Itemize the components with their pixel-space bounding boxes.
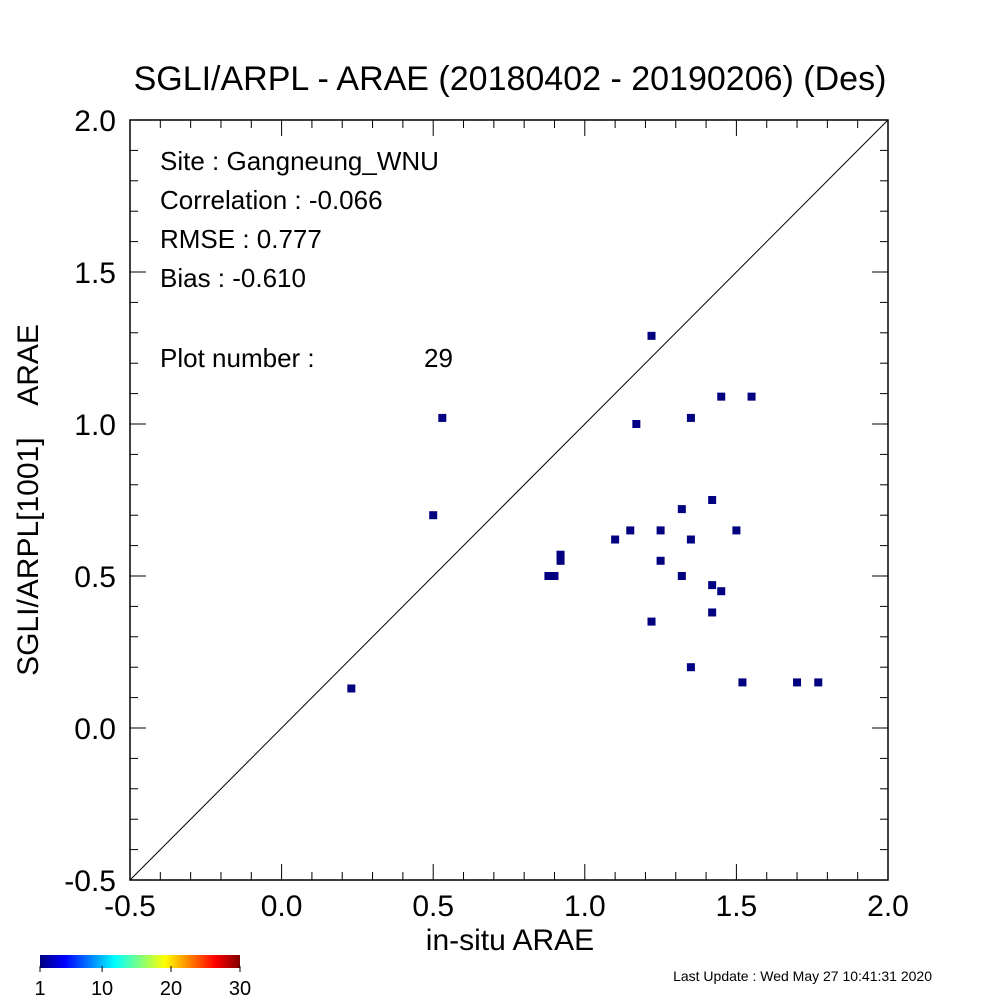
- data-point: [626, 526, 635, 535]
- stats-plot-number-label: Plot number :: [160, 343, 315, 373]
- data-point: [544, 572, 553, 580]
- y-tick-label: 0.0: [74, 713, 116, 746]
- data-point: [647, 331, 656, 340]
- y-tick-label: 2.0: [74, 105, 116, 138]
- colorbar-tick-labels: 1 10 20 30: [34, 966, 251, 1000]
- data-point: [708, 581, 717, 590]
- data-point: [686, 535, 695, 544]
- y-axis-label: SGLI/ARPL[1001] ARAE: [12, 324, 45, 676]
- stats-plot-number-value: 29: [424, 343, 453, 373]
- plot-frame: [129, 119, 889, 881]
- data-point: [686, 663, 695, 672]
- data-point: [438, 413, 447, 422]
- data-point: [793, 678, 802, 687]
- stats-rmse: RMSE : 0.777: [160, 224, 322, 254]
- x-tick-label: 1.0: [564, 890, 606, 923]
- chart-title: SGLI/ARPL - ARAE (20180402 - 20190206) (…: [134, 60, 887, 98]
- data-point: [550, 572, 559, 580]
- data-point: [677, 572, 686, 580]
- data-point: [347, 684, 356, 693]
- data-point: [686, 413, 695, 422]
- x-tick-label: 0.0: [261, 890, 303, 923]
- x-tick-label: 0.5: [412, 890, 454, 923]
- y-tick-label: 1.5: [74, 257, 116, 290]
- data-point: [647, 617, 656, 626]
- y-tick-label: -0.5: [64, 865, 116, 898]
- colorbar-tick-label: 30: [229, 978, 251, 1000]
- data-point: [429, 511, 438, 520]
- stats-site: Site : Gangneung_WNU: [160, 146, 439, 176]
- data-point: [632, 420, 641, 428]
- data-point: [708, 496, 717, 504]
- y-tick-labels: -0.5 0.0 0.5 1.0 1.5 2.0: [64, 105, 116, 898]
- data-point: [656, 556, 665, 565]
- colorbar-tick-label: 10: [91, 978, 113, 1000]
- x-axis-label: in-situ ARAE: [426, 924, 594, 957]
- data-point: [556, 550, 565, 559]
- data-point: [717, 392, 726, 401]
- x-tick-label: 2.0: [867, 890, 909, 923]
- minor-ticks: [129, 119, 889, 881]
- last-update-text: Last Update : Wed May 27 10:41:31 2020: [673, 968, 932, 984]
- stats-correlation: Correlation : -0.066: [160, 185, 383, 215]
- colorbar: [40, 955, 240, 968]
- data-point: [732, 526, 741, 535]
- data-point: [738, 678, 747, 687]
- data-point: [814, 678, 823, 687]
- y-tick-label: 1.0: [74, 409, 116, 442]
- x-tick-label: -0.5: [104, 890, 156, 923]
- x-tick-label: 1.5: [716, 890, 758, 923]
- data-point: [747, 392, 756, 401]
- data-point: [717, 587, 726, 596]
- data-point: [677, 505, 686, 514]
- data-point: [556, 556, 565, 565]
- stats-bias: Bias : -0.610: [160, 263, 306, 293]
- data-point: [656, 526, 665, 535]
- y-tick-label: 0.5: [74, 561, 116, 594]
- colorbar-tick-label: 20: [160, 978, 182, 1000]
- data-point: [708, 608, 717, 617]
- colorbar-tick-label: 1: [34, 978, 45, 1000]
- data-points: [347, 331, 823, 693]
- data-point: [611, 535, 620, 544]
- one-to-one-line: [129, 119, 889, 881]
- x-tick-labels: -0.5 0.0 0.5 1.0 1.5 2.0: [104, 890, 909, 923]
